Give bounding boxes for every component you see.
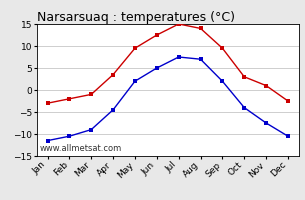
Text: www.allmetsat.com: www.allmetsat.com bbox=[39, 144, 121, 153]
Text: Narsarsuaq : temperatures (°C): Narsarsuaq : temperatures (°C) bbox=[37, 11, 235, 24]
